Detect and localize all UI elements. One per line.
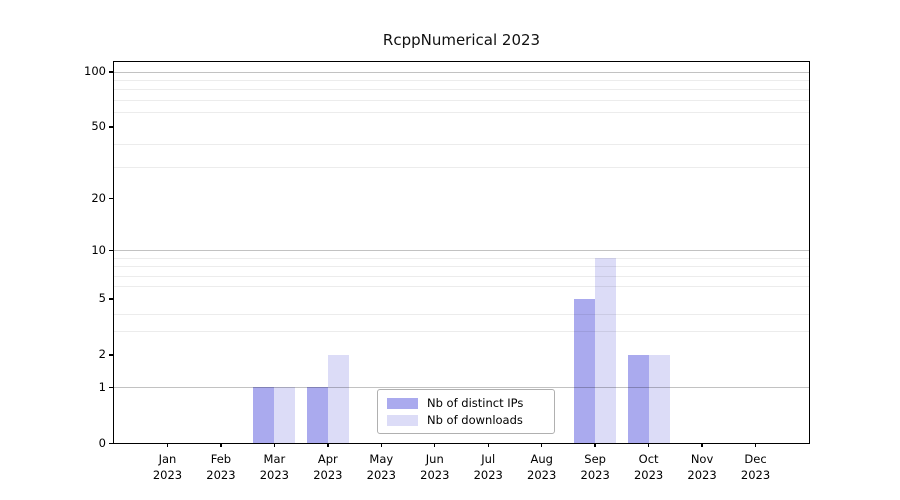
- x-tick-apr: [327, 443, 329, 447]
- x-tick-label-mar: Mar 2023: [242, 451, 306, 483]
- x-tick-year: 2023: [580, 468, 610, 482]
- legend-swatch-downloads: [387, 414, 418, 426]
- gridline-major-100: [114, 71, 809, 73]
- legend-label-distinct-ips: Nb of distinct IPs: [427, 396, 524, 410]
- x-tick-label-apr: Apr 2023: [296, 451, 360, 483]
- gridline-minor-90: [114, 80, 809, 82]
- x-tick-year: 2023: [259, 468, 290, 482]
- x-tick-month: Aug: [530, 452, 553, 466]
- x-tick-month: Mar: [263, 452, 286, 466]
- x-tick-month: Jul: [481, 452, 496, 466]
- x-tick-year: 2023: [313, 468, 343, 482]
- x-tick-label-aug: Aug 2023: [510, 451, 574, 483]
- bar-nb-of-distinct-ips-apr: [306, 387, 328, 443]
- x-tick-month: Oct: [638, 452, 659, 466]
- x-tick-label-jun: Jun 2023: [403, 451, 467, 483]
- y-tick-1: [109, 386, 113, 389]
- y-tick-20: [109, 197, 113, 199]
- y-tick-label-20: 20: [91, 190, 106, 205]
- x-tick-nov: [701, 443, 703, 447]
- gridline-minor-7: [114, 275, 809, 277]
- legend-swatch-distinct-ips: [387, 397, 418, 409]
- x-tick-label-sep: Sep 2023: [563, 451, 627, 483]
- y-tick-label-0: 0: [98, 435, 106, 450]
- gridline-major-10: [114, 250, 809, 252]
- gridline-minor-60: [114, 112, 809, 114]
- y-tick-label-10: 10: [91, 242, 106, 257]
- x-tick-label-jan: Jan 2023: [135, 451, 199, 483]
- legend-label-downloads: Nb of downloads: [427, 413, 523, 427]
- x-tick-month: May: [369, 452, 394, 466]
- y-tick-10: [109, 249, 113, 251]
- gridline-minor-80: [114, 89, 809, 91]
- bar-nb-of-downloads-oct: [648, 354, 670, 443]
- x-tick-year: 2023: [687, 468, 717, 482]
- x-tick-year: 2023: [152, 468, 183, 482]
- y-tick-2: [109, 354, 113, 356]
- legend: Nb of distinct IPs Nb of downloads: [377, 389, 555, 434]
- y-tick-label-5: 5: [98, 291, 106, 306]
- bar-nb-of-downloads-mar: [274, 387, 296, 443]
- y-tick-label-100: 100: [84, 64, 106, 79]
- chart-title: RcppNumerical 2023: [382, 31, 541, 49]
- y-tick-50: [109, 126, 113, 128]
- legend-item-downloads: Nb of downloads: [387, 413, 544, 427]
- x-tick-year: 2023: [633, 468, 664, 482]
- x-tick-month: Jan: [158, 452, 177, 466]
- x-tick-month: Jun: [425, 452, 444, 466]
- x-tick-dec: [754, 443, 757, 447]
- x-tick-jul: [487, 443, 489, 447]
- x-tick-year: 2023: [420, 468, 450, 482]
- legend-item-distinct-ips: Nb of distinct IPs: [387, 396, 544, 410]
- x-tick-month: Sep: [584, 452, 606, 466]
- y-tick-label-50: 50: [91, 119, 106, 134]
- y-tick-label-1: 1: [98, 379, 106, 394]
- x-tick-oct: [647, 443, 650, 447]
- x-tick-label-nov: Nov 2023: [670, 451, 734, 483]
- gridline-minor-40: [114, 144, 809, 146]
- x-tick-label-feb: Feb 2023: [189, 451, 253, 483]
- x-tick-label-dec: Dec 2023: [724, 451, 788, 483]
- gridline-minor-8: [114, 266, 809, 268]
- plot-area: Nb of distinct IPs Nb of downloads 0 1 2 5 1…: [84, 61, 810, 482]
- y-tick-5: [109, 298, 113, 300]
- bar-nb-of-downloads-sep: [595, 257, 617, 443]
- y-tick-0: [109, 442, 113, 444]
- y-tick-label-2: 2: [98, 347, 106, 362]
- x-tick-month: Dec: [744, 452, 767, 466]
- x-tick-label-jul: Jul 2023: [456, 451, 520, 483]
- x-tick-year: 2023: [740, 468, 771, 482]
- x-tick-month: Nov: [690, 452, 714, 466]
- gridline-minor-4: [114, 313, 809, 315]
- x-tick-jun: [434, 443, 436, 447]
- x-tick-label-may: May 2023: [349, 451, 413, 483]
- x-tick-feb: [220, 443, 222, 447]
- gridline-minor-9: [114, 257, 809, 259]
- x-tick-year: 2023: [206, 468, 236, 482]
- bar-nb-of-downloads-apr: [327, 354, 349, 443]
- gridline-minor-3: [114, 331, 809, 333]
- y-tick-100: [109, 71, 113, 73]
- x-tick-aug: [540, 443, 543, 447]
- x-tick-mar: [273, 443, 276, 447]
- x-tick-month: Feb: [210, 452, 232, 466]
- x-tick-label-oct: Oct 2023: [617, 451, 681, 483]
- x-tick-month: Apr: [317, 452, 338, 466]
- x-tick-year: 2023: [473, 468, 503, 482]
- gridline-minor-6: [114, 286, 809, 288]
- x-tick-jan: [166, 443, 169, 447]
- x-tick-year: 2023: [366, 468, 396, 482]
- gridline-minor-70: [114, 100, 809, 102]
- bar-nb-of-distinct-ips-sep: [574, 298, 596, 443]
- bar-nb-of-distinct-ips-mar: [253, 387, 275, 443]
- bar-nb-of-distinct-ips-oct: [627, 354, 649, 443]
- x-tick-may: [380, 443, 382, 447]
- gridline-minor-30: [114, 166, 809, 168]
- x-tick-sep: [594, 443, 596, 447]
- x-tick-year: 2023: [527, 468, 557, 482]
